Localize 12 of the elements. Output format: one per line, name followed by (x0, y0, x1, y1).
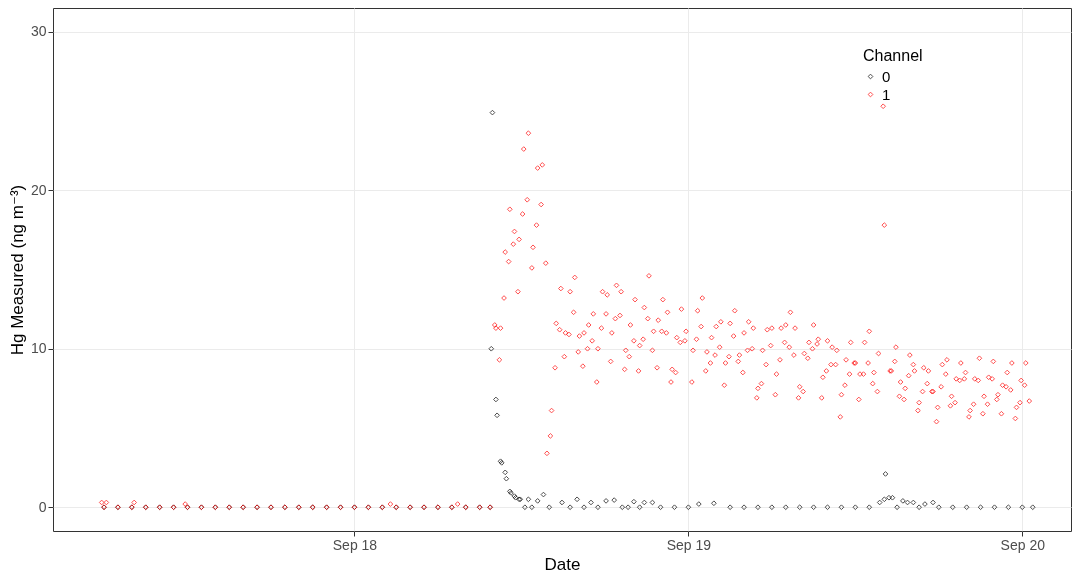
x-tick-label: Sep 18 (332, 536, 378, 553)
x-tick-label: Sep 20 (1000, 536, 1046, 553)
y-tick-label: 30 (30, 23, 47, 40)
y-tick-label: 10 (30, 340, 47, 357)
y-tick-label: 0 (38, 498, 47, 515)
legend-label: 0 (882, 67, 891, 85)
legend-title: Channel (863, 47, 923, 64)
x-axis-title: Date (544, 554, 581, 574)
legend-label: 1 (882, 85, 891, 103)
x-tick-label: Sep 19 (666, 536, 712, 553)
y-axis-title: Hg Measured (ng m⁻³) (7, 184, 27, 356)
y-tick-label: 20 (30, 181, 47, 198)
